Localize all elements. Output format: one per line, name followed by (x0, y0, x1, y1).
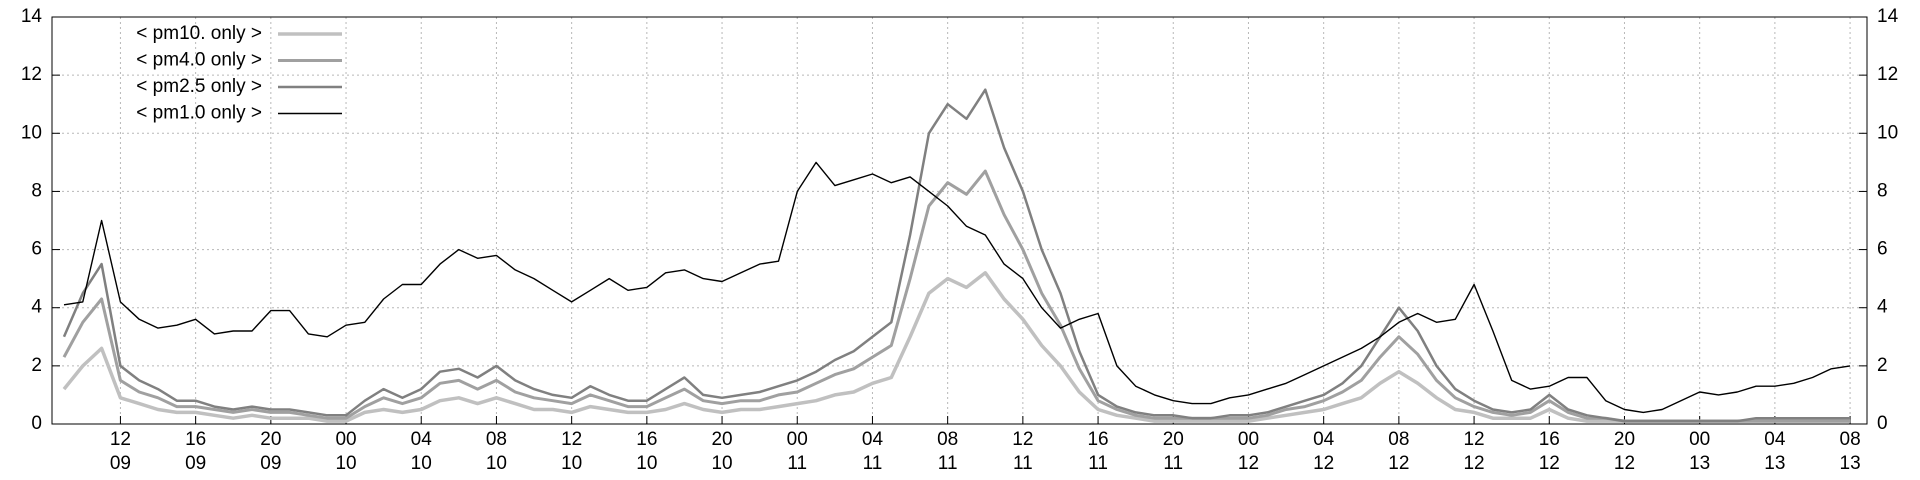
x-tick-label: 12 09 (110, 429, 131, 474)
x-tick-label: 08 12 (1388, 429, 1409, 474)
y2-tick-label: 12 (1877, 64, 1898, 85)
x-tick-label: 00 11 (787, 429, 808, 474)
x-tick-label: 00 12 (1238, 429, 1259, 474)
x-tick-label: 12 10 (561, 429, 582, 474)
x-tick-label: 20 09 (260, 429, 281, 474)
series-line (62, 169, 1851, 423)
y-tick-label: 4 (31, 297, 42, 318)
plot-frame (51, 16, 1868, 425)
y2-tick-label: 2 (1877, 355, 1888, 376)
x-tick-label: 16 09 (185, 429, 206, 474)
x-tick-label: 00 13 (1689, 429, 1710, 474)
x-tick-label: 08 11 (937, 429, 958, 474)
legend-label: < pm10. only > (136, 23, 262, 44)
x-tick-label: 04 10 (411, 429, 433, 474)
y2-tick-label: 4 (1877, 297, 1888, 318)
x-tick-label: 20 12 (1614, 429, 1635, 474)
y-tick-label: 6 (31, 239, 42, 260)
x-tick-label: 08 13 (1840, 429, 1861, 474)
y2-tick-label: 6 (1877, 239, 1888, 260)
x-tick-label: 04 13 (1764, 429, 1786, 474)
y-tick-label: 12 (21, 64, 42, 85)
y-tick-label: 8 (31, 180, 42, 201)
x-tick-label: 04 11 (862, 429, 884, 474)
legend-label: < pm2.5 only > (136, 76, 262, 97)
x-tick-label: 20 10 (711, 429, 732, 474)
legend-label: < pm1.0 only > (136, 103, 262, 124)
y-tick-label: 0 (31, 413, 42, 434)
y2-tick-label: 0 (1877, 413, 1888, 434)
x-tick-label: 16 10 (636, 429, 657, 474)
series-line (62, 88, 1851, 423)
y-tick-label: 14 (21, 6, 43, 27)
x-tick-label: 12 11 (1012, 429, 1033, 474)
x-tick-label: 16 12 (1539, 429, 1560, 474)
y-tick-label: 2 (31, 355, 42, 376)
y-tick-label: 10 (21, 122, 42, 143)
x-tick-label: 16 11 (1087, 429, 1108, 474)
y2-tick-label: 14 (1877, 6, 1899, 27)
x-tick-label: 20 11 (1163, 429, 1184, 474)
legend-label: < pm4.0 only > (136, 50, 262, 71)
y2-tick-label: 10 (1877, 122, 1898, 143)
y2-tick-label: 8 (1877, 180, 1888, 201)
x-tick-label: 04 12 (1313, 429, 1335, 474)
x-tick-label: 00 10 (335, 429, 356, 474)
series-line (63, 161, 1851, 414)
x-tick-label: 08 10 (486, 429, 507, 474)
x-tick-label: 12 12 (1463, 429, 1484, 474)
series-line (62, 271, 1851, 423)
